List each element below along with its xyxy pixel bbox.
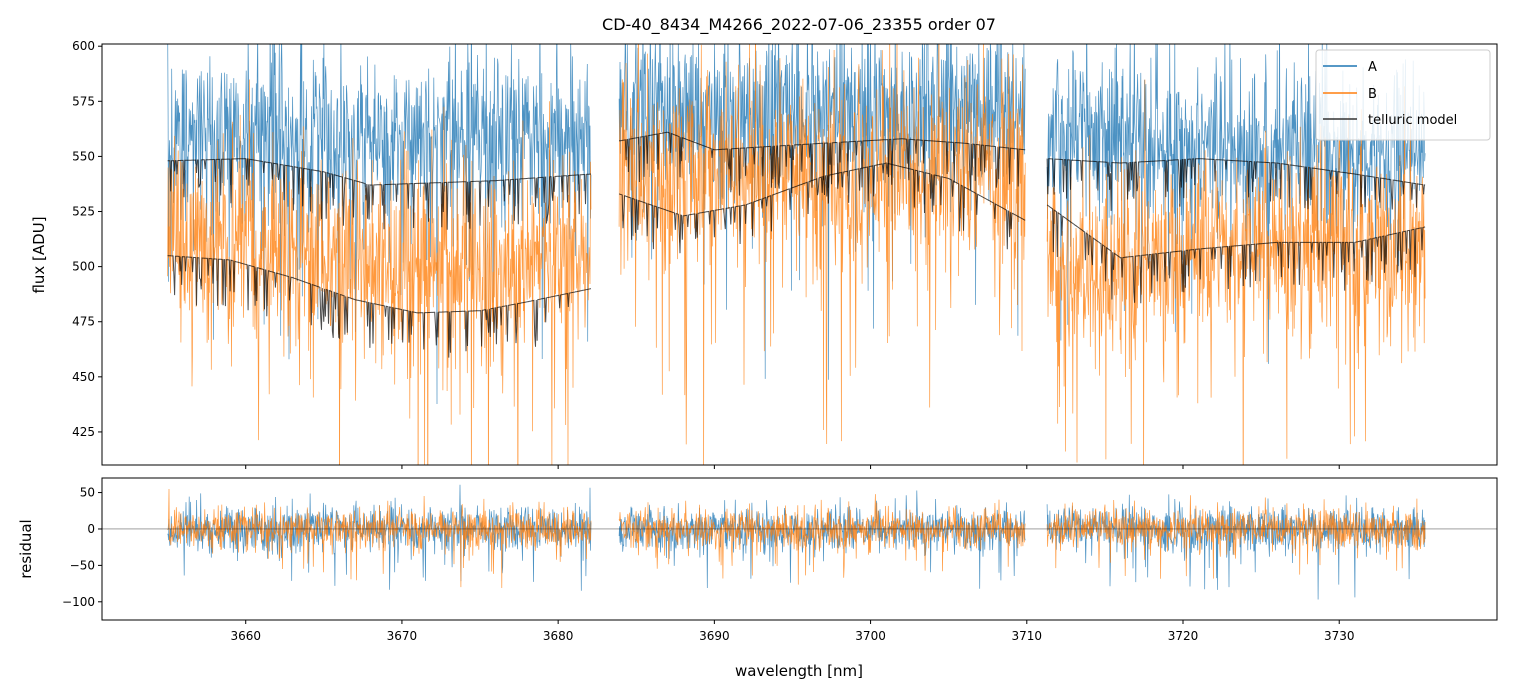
- residual-ytick-label: 50: [80, 486, 95, 500]
- residual-panel: −100 −50 0 50 3660 3670 3680 3690 3700 3710 3720 37…: [62, 477, 1498, 643]
- telluric-model-line-3: [618, 131, 1026, 196]
- telluric-model-line-4: [618, 162, 1026, 254]
- chart-title: CD-40_8434_M4266_2022-07-06_23355 order …: [602, 15, 996, 35]
- residual-ytick-label: −100: [62, 595, 95, 609]
- bottom-ylabel: residual: [17, 519, 35, 578]
- residual-xtick-label: 3700: [855, 629, 886, 643]
- legend-label-telluric: telluric model: [1368, 113, 1457, 128]
- telluric-model-line-5: [1046, 158, 1426, 211]
- legend-label-b: B: [1368, 87, 1377, 102]
- top-ylabel: flux [ADU]: [30, 216, 48, 293]
- bottom-xlabel: wavelength [nm]: [735, 662, 863, 680]
- legend-label-a: A: [1368, 60, 1377, 75]
- residual-xtick-label: 3720: [1168, 629, 1199, 643]
- flux-ytick-label: 500: [72, 260, 95, 274]
- legend: A B telluric model: [1315, 49, 1491, 141]
- residual-ytick-label: −50: [70, 558, 95, 572]
- telluric-model-line-6: [1046, 204, 1426, 304]
- flux-ytick-label: 425: [72, 425, 95, 439]
- telluric-model-line-1: [167, 158, 592, 230]
- telluric-model-line-2: [167, 255, 592, 358]
- residual-xtick-label: 3680: [543, 629, 574, 643]
- residual-xtick-label: 3710: [1012, 629, 1043, 643]
- residual-xtick-label: 3690: [699, 629, 730, 643]
- residual-ytick-label: 0: [87, 522, 95, 536]
- residual-axes-frame: [101, 477, 1498, 621]
- residual-xtick-label: 3660: [230, 629, 261, 643]
- flux-ytick-label: 450: [72, 370, 95, 384]
- flux-axes-frame: [101, 43, 1498, 466]
- residual-xtick-label: 3730: [1324, 629, 1355, 643]
- flux-ytick-label: 600: [72, 39, 95, 53]
- flux-plot-area: [167, 44, 1426, 465]
- flux-ytick-label: 525: [72, 205, 95, 219]
- flux-ytick-label: 575: [72, 94, 95, 108]
- legend-box: [1315, 49, 1491, 141]
- flux-ytick-label: 550: [72, 149, 95, 163]
- residual-xtick-label: 3670: [387, 629, 418, 643]
- flux-ytick-label: 475: [72, 315, 95, 329]
- residual-plot-area: [167, 484, 1426, 600]
- flux-panel: 425 450 475 500 525 550 575 600: [72, 39, 1498, 469]
- series-b-flux-line: [167, 44, 1426, 465]
